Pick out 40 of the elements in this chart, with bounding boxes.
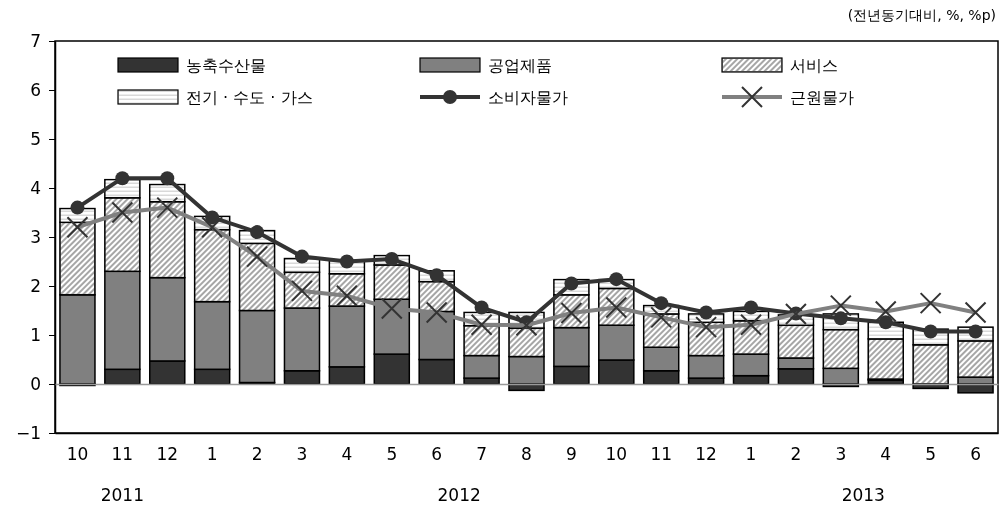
x-tick-label: 9 [565,443,577,464]
text: 2013 [841,485,885,505]
legend-label: 소비자물가 [488,88,568,107]
x-tick-label: 3 [296,443,308,464]
x-tick-label: 3 [835,443,847,464]
text: 2011 [100,485,144,505]
x-tick-label: 11 [111,443,134,464]
x-tick-label: 2 [251,443,263,464]
y-tick-label: 0 [30,373,41,394]
x-tick-label: 1 [745,443,757,464]
x-tick-label: 5 [386,443,398,464]
legend-label: 전기 · 수도 · 가스 [186,88,313,107]
x-tick-label: 5 [925,443,937,464]
x-tick-label: 4 [880,443,892,464]
x-tick-label: 12 [695,443,717,464]
x-tick-label: 11 [650,443,673,464]
y-tick-label: 4 [30,177,41,198]
x-tick-label: 6 [431,443,443,464]
x-tick-label: 4 [341,443,353,464]
x-tick-label: 2 [790,443,802,464]
y-tick-label: 3 [30,226,41,247]
y-tick-label: −1 [15,422,41,443]
y-tick-label: 6 [30,79,41,100]
y-tick-label: 7 [30,30,41,51]
x-tick-label: 8 [521,443,532,464]
y-tick-label: 2 [30,275,41,296]
y-tick-label: 1 [30,324,41,345]
x-tick-label: 1 [206,443,218,464]
x-tick-label: 7 [476,443,488,464]
x-tick-label: 10 [605,443,628,464]
x-tick-label: 10 [66,443,89,464]
text: 2012 [437,485,481,505]
text: (전년동기대비, %, %p) [847,7,996,23]
x-tick-label: 12 [156,443,179,464]
legend-label: 농축수산물 [186,56,266,75]
legend-label: 공업제품 [488,56,552,75]
legend-label: 서비스 [790,56,838,75]
x-tick-label: 6 [970,443,981,464]
y-tick-label: 5 [30,128,41,149]
legend-label: 근원물가 [790,88,854,107]
